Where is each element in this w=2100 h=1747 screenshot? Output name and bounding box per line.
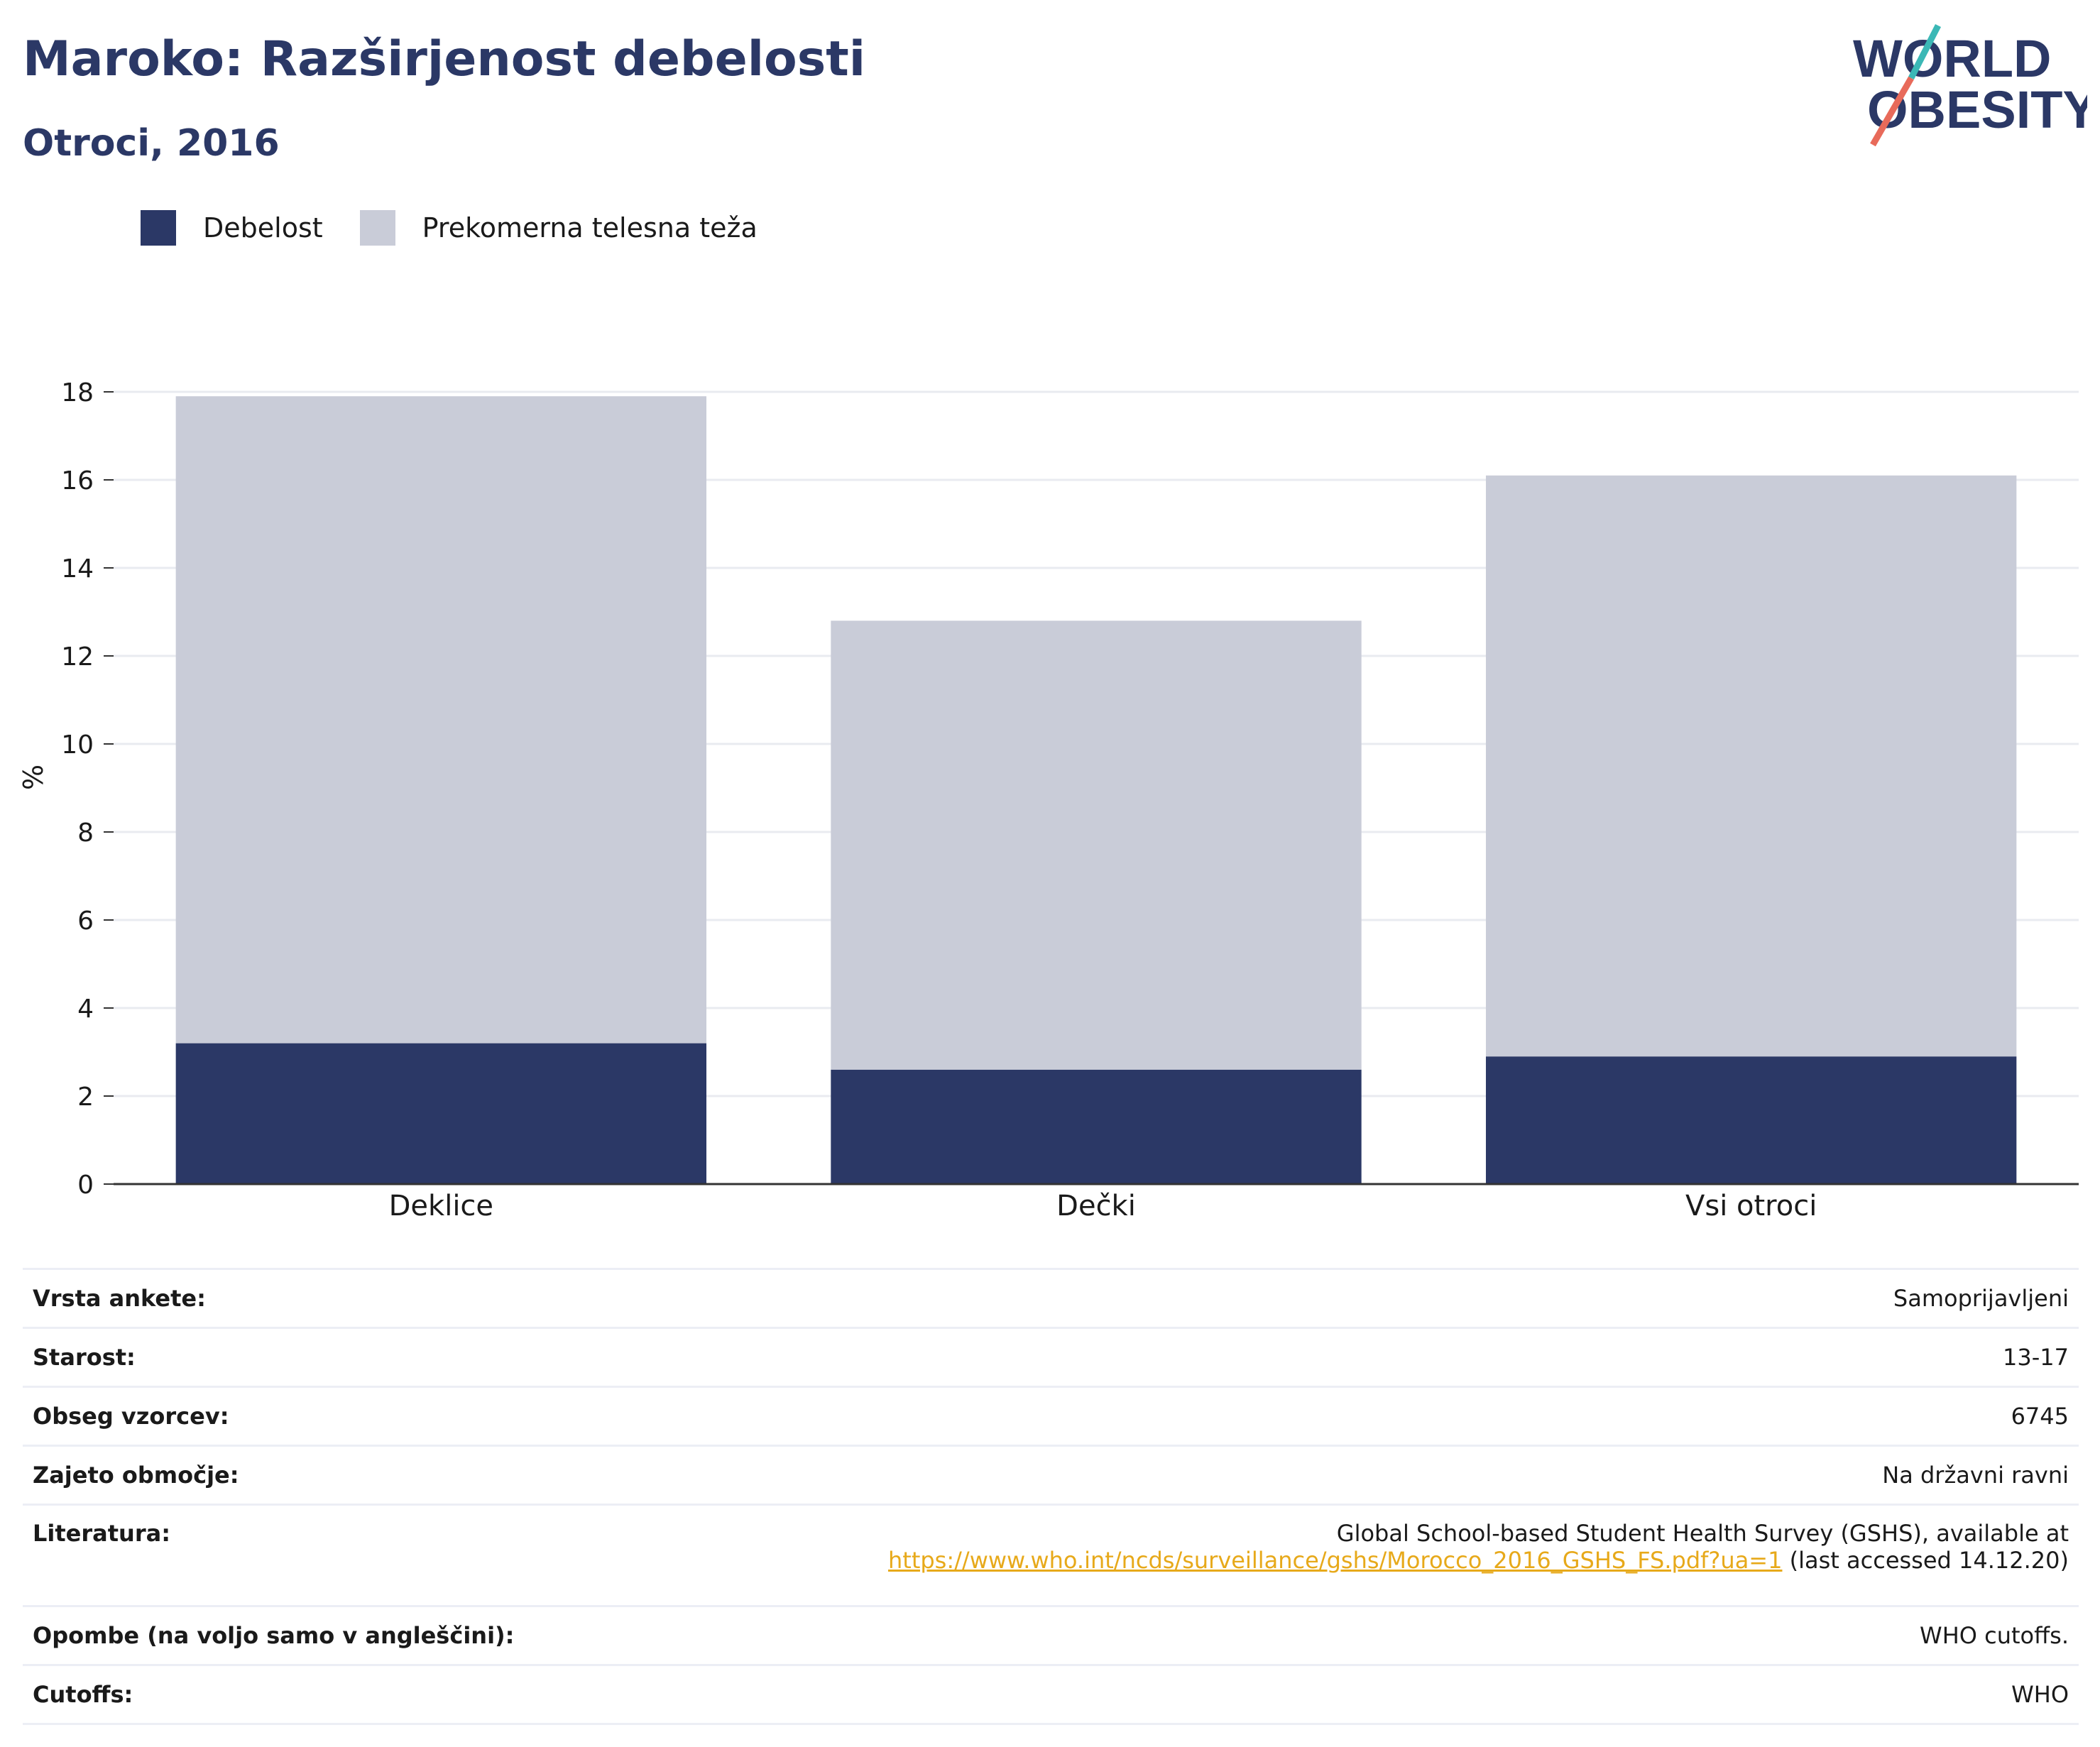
reference-accessed: (last accessed 14.12.20)	[1782, 1547, 2069, 1574]
x-tick-label: Deklice	[389, 1190, 493, 1222]
info-value: 6745	[2011, 1403, 2069, 1430]
legend-label-obesity: Debelost	[203, 212, 323, 243]
info-row-cutoffs: Cutoffs: WHO	[23, 1665, 2079, 1724]
axes: 0 2 4 6 8 10 12 14 16 18 Deklice Dečki Vsi otroci	[61, 378, 2079, 1222]
info-row-reference: Literatura: Global School-based Student …	[23, 1504, 2079, 1606]
y-tick-label: 4	[77, 995, 94, 1024]
bars	[175, 396, 2017, 1184]
info-key: Opombe (na voljo samo v angleščini):	[33, 1622, 515, 1649]
y-tick-label: 12	[61, 642, 94, 672]
legend-label-overweight: Prekomerna telesna teža	[422, 212, 758, 243]
info-row-notes: Opombe (na voljo samo v angleščini): WHO…	[23, 1606, 2079, 1665]
reference-link[interactable]: https://www.who.int/ncds/surveillance/gs…	[887, 1547, 1783, 1574]
logo-word-2: OBESITY	[1867, 80, 2087, 139]
reference-text: Global School-based Student Health Surve…	[1336, 1520, 2069, 1547]
info-row-survey-type: Vrsta ankete: Samoprijavljeni	[23, 1269, 2079, 1328]
info-row-coverage: Zajeto območje: Na državni ravni	[23, 1445, 2079, 1505]
legend-item-obesity[interactable]: Debelost	[141, 210, 323, 246]
y-tick-label: 0	[77, 1171, 94, 1200]
logo-slash-coral	[1870, 76, 1914, 147]
y-tick-label: 18	[61, 378, 94, 407]
info-key: Vrsta ankete:	[33, 1285, 206, 1312]
info-value: WHO cutoffs.	[1920, 1622, 2069, 1649]
world-obesity-logo[interactable]: WORLD OBESITY	[1846, 20, 2087, 155]
y-tick-label: 16	[61, 466, 94, 495]
info-row-sample-size: Obseg vzorcev: 6745	[23, 1386, 2079, 1446]
info-value: Na državni ravni	[1882, 1462, 2069, 1489]
bar-segment-overweight[interactable]	[175, 396, 707, 1044]
chart-legend: Debelost Prekomerna telesna teža	[141, 210, 794, 246]
info-key: Starost:	[33, 1344, 136, 1371]
page-title: Maroko: Razširjenost debelosti	[23, 31, 866, 87]
y-axis-label: %	[18, 765, 49, 790]
logo-slash-teal	[1908, 23, 1942, 80]
y-tick-label: 2	[77, 1083, 94, 1112]
bar-segment-overweight[interactable]	[1485, 475, 2017, 1057]
info-key: Cutoffs:	[33, 1681, 133, 1708]
info-value-reference: Global School-based Student Health Surve…	[628, 1505, 2079, 1606]
legend-swatch-overweight	[359, 210, 395, 246]
page-subtitle: Otroci, 2016	[23, 122, 280, 165]
info-row-age: Starost: 13-17	[23, 1327, 2079, 1387]
bar-segment-obesity[interactable]	[831, 1069, 1362, 1184]
info-key: Obseg vzorcev:	[33, 1403, 229, 1430]
y-tick-label: 14	[61, 554, 94, 584]
bar-segment-obesity[interactable]	[175, 1043, 707, 1184]
y-tick-label: 6	[77, 907, 94, 936]
logo-word-1: WORLD	[1853, 29, 2052, 88]
legend-swatch-obesity	[141, 210, 176, 246]
x-tick-label: Vsi otroci	[1685, 1190, 1817, 1222]
y-tick-label: 8	[77, 818, 94, 848]
info-key: Literatura:	[33, 1520, 170, 1547]
legend-item-overweight[interactable]: Prekomerna telesna teža	[359, 210, 758, 246]
info-value: 13-17	[2003, 1344, 2069, 1371]
bar-segment-obesity[interactable]	[1485, 1056, 2017, 1184]
x-tick-label: Dečki	[1056, 1190, 1136, 1222]
info-value: Samoprijavljeni	[1893, 1285, 2069, 1312]
bar-segment-overweight[interactable]	[831, 620, 1362, 1070]
y-tick-label: 10	[61, 730, 94, 760]
info-key: Zajeto območje:	[33, 1462, 239, 1489]
survey-info-table: Vrsta ankete: Samoprijavljeni Starost: 1…	[23, 1268, 2079, 1725]
info-value: WHO	[2011, 1681, 2069, 1708]
stacked-bar-chart: 0 2 4 6 8 10 12 14 16 18 Deklice Dečki Vsi otroci %	[18, 378, 2079, 1222]
